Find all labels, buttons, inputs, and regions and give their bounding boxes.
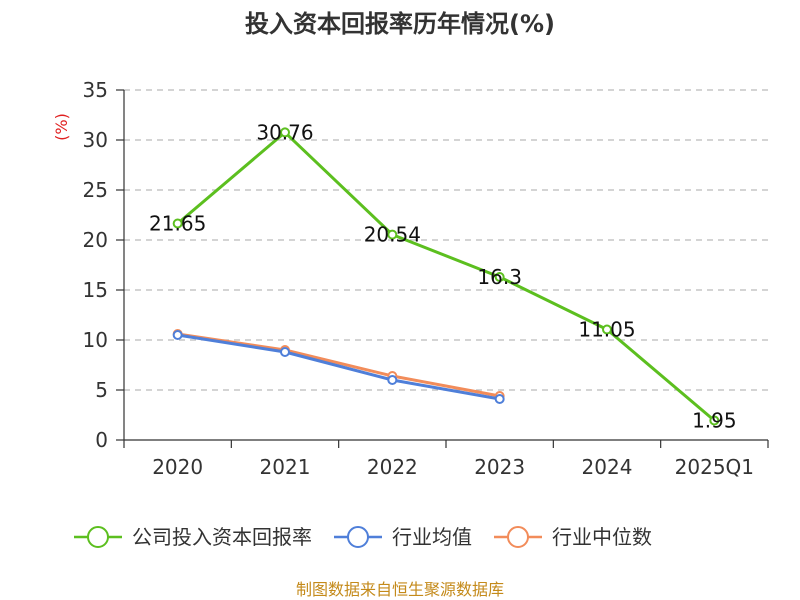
- y-tick-label: 25: [83, 178, 108, 202]
- data-point: [172, 218, 183, 229]
- series-layer: [172, 127, 720, 426]
- legend-label: 公司投入资本回报率: [132, 525, 312, 549]
- series-line: [176, 130, 716, 422]
- legend: 公司投入资本回报率 行业均值 行业中位数: [74, 525, 652, 549]
- legend-marker: [507, 526, 529, 548]
- data-label: 21.65: [149, 212, 206, 236]
- x-axis-ticks: 2020 2021 2022 2023 2024 2025Q1: [123, 440, 769, 479]
- x-tick-label: 2025Q1: [675, 455, 754, 479]
- y-tick-label: 30: [83, 128, 108, 152]
- y-tick-label: 5: [95, 378, 108, 402]
- data-label: 30.76: [256, 120, 313, 144]
- x-tick-label: 2020: [152, 455, 203, 479]
- x-tick-label: 2023: [474, 455, 525, 479]
- data-point: [280, 347, 290, 357]
- data-point: [602, 324, 612, 335]
- data-label: 20.54: [364, 223, 421, 247]
- data-label: 1.95: [692, 409, 737, 433]
- x-tick-label: 2021: [260, 455, 311, 479]
- y-tick-label: 0: [95, 428, 108, 452]
- data-label: 11.05: [578, 318, 635, 342]
- x-tick-label: 2022: [367, 455, 418, 479]
- source-note: 制图数据来自恒生聚源数据库: [296, 580, 504, 599]
- data-label: 16.3: [477, 265, 522, 289]
- y-axis-ticks: 0 5 10 15 20 25 30 35: [83, 78, 124, 452]
- data-point: [709, 415, 720, 426]
- y-tick-label: 10: [83, 328, 108, 352]
- legend-marker: [87, 526, 109, 548]
- legend-label: 行业中位数: [552, 525, 652, 549]
- data-point: [387, 375, 398, 385]
- series-line: [177, 333, 500, 401]
- y-tick-label: 35: [83, 78, 108, 102]
- legend-label: 行业均值: [392, 525, 472, 549]
- chart-title: 投入资本回报率历年情况(%): [245, 10, 555, 38]
- y-axis-label: (%): [52, 113, 71, 141]
- data-labels: 21.65 30.76 20.54 16.3 11.05 1.95: [149, 120, 737, 432]
- grid-lines: [124, 89, 768, 391]
- data-point: [172, 330, 183, 340]
- x-tick-label: 2024: [582, 455, 633, 479]
- y-tick-label: 20: [83, 228, 108, 252]
- data-point: [280, 127, 290, 138]
- y-tick-label: 15: [83, 278, 108, 302]
- data-point: [494, 272, 505, 282]
- data-point: [494, 394, 505, 404]
- legend-marker: [347, 526, 369, 548]
- data-point: [387, 229, 398, 240]
